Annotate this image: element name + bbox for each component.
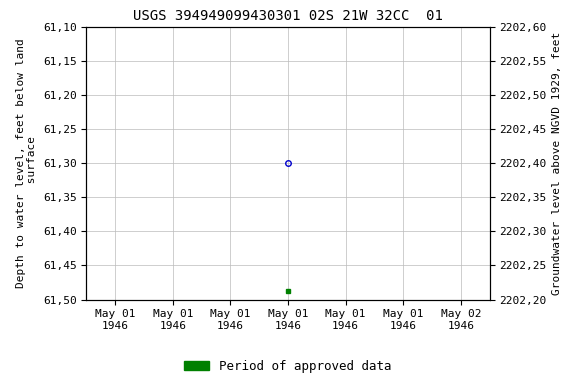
Title: USGS 394949099430301 02S 21W 32CC  01: USGS 394949099430301 02S 21W 32CC 01 [133, 9, 443, 23]
Y-axis label: Groundwater level above NGVD 1929, feet: Groundwater level above NGVD 1929, feet [552, 31, 562, 295]
Y-axis label: Depth to water level, feet below land
 surface: Depth to water level, feet below land su… [16, 38, 37, 288]
Legend: Period of approved data: Period of approved data [179, 355, 397, 378]
